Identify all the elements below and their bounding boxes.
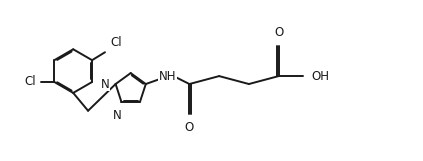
- Text: NH: NH: [159, 70, 176, 83]
- Text: Cl: Cl: [110, 36, 121, 49]
- Text: OH: OH: [311, 70, 330, 83]
- Text: N: N: [101, 78, 110, 90]
- Text: Cl: Cl: [25, 76, 36, 89]
- Text: O: O: [274, 26, 283, 39]
- Text: N: N: [113, 109, 122, 122]
- Text: O: O: [185, 121, 194, 134]
